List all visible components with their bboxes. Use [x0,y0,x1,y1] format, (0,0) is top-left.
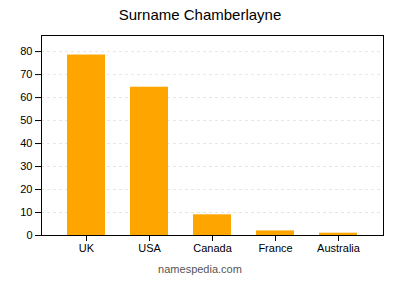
svg-text:30: 30 [20,160,32,172]
html-text:namespedia.com: namespedia.com [158,263,242,275]
svg-text:UK: UK [79,242,95,254]
svg-text:10: 10 [20,206,32,218]
svg-text:USA: USA [138,242,161,254]
svg-text:20: 20 [20,183,32,195]
svg-text:50: 50 [20,114,32,126]
svg-text:60: 60 [20,91,32,103]
svg-text:40: 40 [20,137,32,149]
svg-text:Australia: Australia [317,242,361,254]
svg-text:0: 0 [26,229,32,241]
svg-text:France: France [258,242,292,254]
svg-text:70: 70 [20,68,32,80]
html-text:Surname Chamberlayne: Surname Chamberlayne [118,6,282,23]
svg-text:Canada: Canada [193,242,232,254]
svg-text:80: 80 [20,45,32,57]
